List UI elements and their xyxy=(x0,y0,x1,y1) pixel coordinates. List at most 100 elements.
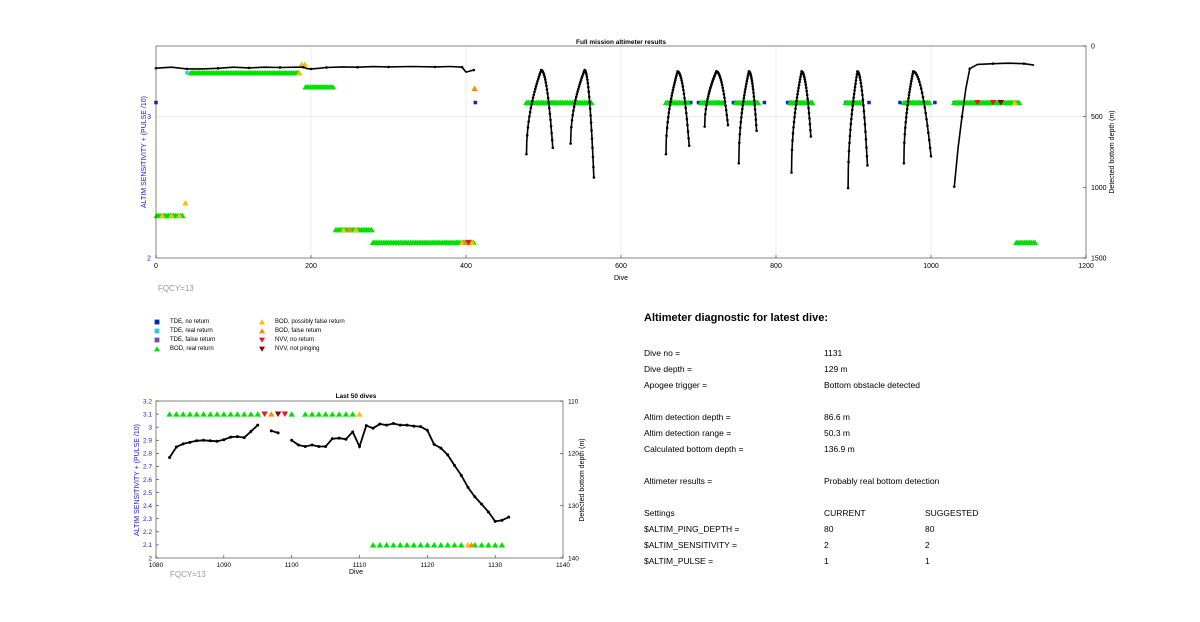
depth-point xyxy=(795,96,799,99)
depth-point xyxy=(296,443,300,447)
depth-point xyxy=(530,103,533,106)
status-triangle xyxy=(200,411,207,417)
nvv-no-return-marker xyxy=(989,99,997,106)
depth-point xyxy=(723,96,726,100)
status-triangle xyxy=(342,411,350,417)
depth-point xyxy=(902,162,906,165)
depth-point xyxy=(741,107,744,111)
depth-point xyxy=(705,100,709,104)
main-y-label-right: Detected bottom depth (m) xyxy=(1109,110,1116,193)
depth-point xyxy=(669,97,673,100)
depth-point xyxy=(929,154,933,158)
status-triangle xyxy=(173,411,180,417)
depth-point xyxy=(865,146,868,149)
x-tick-label: 1120 xyxy=(420,562,434,569)
status-triangle xyxy=(302,411,309,417)
depth-point xyxy=(201,438,205,442)
depth-point xyxy=(707,92,711,96)
status-triangle xyxy=(410,542,417,548)
depth-point xyxy=(459,473,463,477)
status-triangle xyxy=(281,411,289,417)
depth-point xyxy=(358,445,361,449)
depth-point xyxy=(798,78,802,81)
depth-point xyxy=(592,176,596,179)
main-y-label-left: ALTIM SENSITIVITY + (PULSE /10) xyxy=(141,96,148,208)
depth-point xyxy=(536,77,540,81)
depth-point xyxy=(548,112,552,116)
mini-ticks: 1080 1090 1100 1110 1120 1130 1140 2 2.1 2.2 2.3 2.… xyxy=(143,398,579,569)
legend-item: BOD, false return xyxy=(255,327,321,335)
depth-point xyxy=(918,80,921,84)
depth-point xyxy=(790,171,793,174)
diag-row: Altim detection range = 50.3 m xyxy=(644,428,850,438)
mini-title: Last 50 dives xyxy=(336,393,377,400)
depth-point xyxy=(550,131,553,135)
depth-point xyxy=(674,76,678,80)
depth-point xyxy=(746,77,749,80)
depth-point xyxy=(575,92,579,96)
depth-point xyxy=(722,89,725,93)
status-triangle xyxy=(437,542,445,548)
y-left-tick-label: 2.9 xyxy=(143,438,152,445)
depth-point xyxy=(574,95,578,99)
depth-point xyxy=(855,73,859,76)
depth-point xyxy=(726,118,729,122)
bod-false-return-marker xyxy=(346,226,353,233)
legend-item: TDE, real return xyxy=(150,327,213,335)
bod-real-return-marker xyxy=(684,99,692,106)
depth-point xyxy=(216,67,220,70)
x-tick-label: 1090 xyxy=(217,562,232,569)
depth-point xyxy=(551,146,555,150)
depth-point xyxy=(791,139,794,142)
settings-row: $ALTIM_SENSITIVITY = 2 2 xyxy=(644,540,930,550)
depth-point xyxy=(528,115,531,118)
bod-real-return-marker xyxy=(926,99,933,106)
status-triangle xyxy=(424,542,431,548)
depth-point xyxy=(721,86,725,89)
depth-point xyxy=(705,103,708,107)
depth-point xyxy=(861,98,865,102)
status-triangle xyxy=(322,411,329,417)
depth-point xyxy=(168,456,172,460)
legend-marker xyxy=(154,337,160,343)
y-left-tick-label: 2.7 xyxy=(143,464,152,471)
depth-point xyxy=(572,109,575,112)
status-triangle xyxy=(227,411,234,417)
depth-point xyxy=(215,439,219,443)
bod-possibly-false-return-marker xyxy=(168,212,175,219)
depth-point xyxy=(587,90,591,94)
bod-false-return-marker xyxy=(471,85,478,91)
depth-point xyxy=(356,65,359,69)
depth-point xyxy=(579,78,583,82)
depth-point xyxy=(743,90,747,94)
depth-point xyxy=(794,107,797,110)
depth-point xyxy=(740,116,743,119)
depth-point xyxy=(906,103,909,107)
depth-point xyxy=(391,422,395,426)
last-50-dives-chart: 1080 1090 1100 1110 1120 1130 1140 2 2.1 2.2 2.3 2.… xyxy=(134,393,586,579)
depth-point xyxy=(858,73,861,77)
depth-point xyxy=(528,110,532,114)
depth-point xyxy=(446,453,450,457)
legend-label: TDE, real return xyxy=(170,328,213,334)
depth-point xyxy=(720,81,723,84)
status-triangle xyxy=(240,411,248,417)
depth-point xyxy=(687,137,690,140)
status-triangle xyxy=(254,411,261,417)
x-tick-label: 600 xyxy=(615,263,627,270)
depth-point xyxy=(860,89,864,92)
depth-point xyxy=(799,75,802,78)
tde-no-return-marker xyxy=(696,100,701,105)
depth-point xyxy=(708,90,711,93)
y-right-tick-label: 110 xyxy=(568,398,579,405)
depth-point xyxy=(684,111,688,115)
depth-point xyxy=(303,445,307,449)
status-triangle xyxy=(403,542,411,548)
depth-point xyxy=(545,84,548,88)
depth-point xyxy=(754,113,757,116)
depth-point xyxy=(904,116,908,119)
depth-point xyxy=(751,82,754,85)
depth-point xyxy=(547,101,551,105)
status-triangle xyxy=(444,542,451,548)
depth-point xyxy=(851,104,855,107)
